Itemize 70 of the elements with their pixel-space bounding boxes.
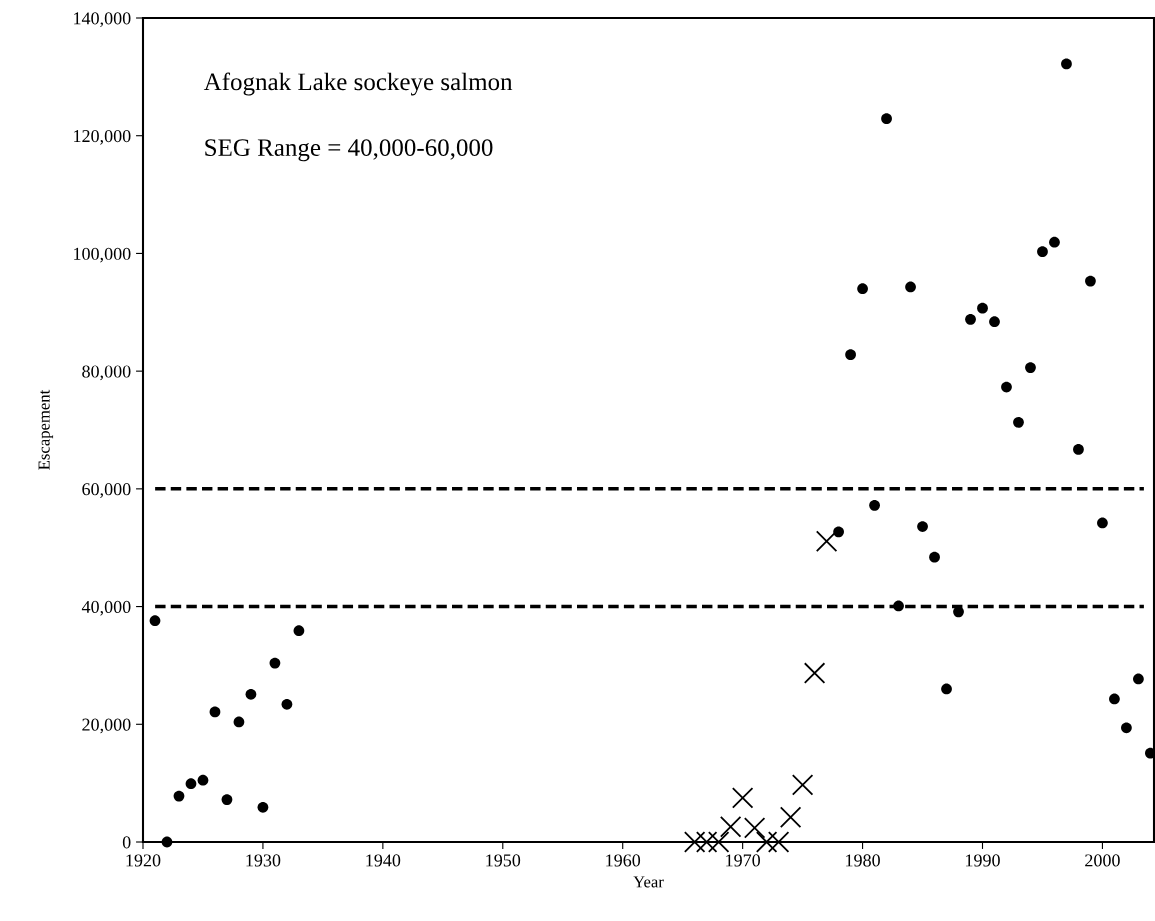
x-tick-label: 1920 — [126, 854, 161, 867]
point — [1097, 517, 1108, 529]
y-tick-label: 60,000 — [82, 483, 131, 498]
point — [1037, 246, 1048, 258]
x-tick-label: 2000 — [1085, 854, 1120, 867]
point — [197, 774, 209, 786]
point — [1109, 693, 1120, 705]
point — [1025, 362, 1036, 373]
point — [845, 349, 856, 361]
point — [233, 716, 245, 728]
point — [221, 794, 233, 805]
point — [905, 281, 916, 293]
y-axis-title: Escapement — [38, 389, 54, 470]
x-tick-label: 1970 — [726, 854, 761, 867]
point — [755, 831, 778, 853]
point — [683, 831, 706, 853]
point — [743, 817, 766, 839]
point — [269, 657, 281, 669]
x-tick-label: 1990 — [966, 854, 1000, 867]
y-tick-label: 120,000 — [74, 129, 131, 145]
point — [803, 662, 826, 684]
point — [965, 313, 976, 325]
point — [881, 113, 892, 125]
x-tick-label: 1960 — [606, 854, 641, 867]
x-tick-label: 1930 — [246, 854, 281, 867]
x-tick-label: 1980 — [846, 854, 880, 867]
point — [1001, 381, 1012, 393]
point — [1061, 58, 1072, 70]
y-tick-label: 20,000 — [82, 718, 131, 734]
x-tick-label: 1950 — [486, 854, 521, 867]
point — [209, 706, 221, 718]
x-tick-label: 1940 — [366, 854, 401, 867]
point — [767, 831, 790, 853]
point — [185, 778, 197, 790]
point — [869, 499, 880, 511]
x-axis-title: Year — [633, 876, 664, 888]
point — [1049, 236, 1060, 248]
point — [989, 316, 1000, 328]
point — [1121, 722, 1132, 734]
annotation: Afognak Lake sockeye salmon — [203, 72, 513, 96]
point — [281, 698, 293, 710]
point — [1133, 673, 1144, 685]
point — [917, 521, 928, 532]
point — [893, 600, 904, 612]
point — [1085, 275, 1096, 287]
point — [977, 302, 988, 314]
y-tick-label: 40,000 — [81, 600, 131, 616]
point — [719, 815, 742, 838]
point — [707, 831, 730, 853]
point — [929, 551, 940, 563]
annotation: SEG Range = 40,000-60,000 — [205, 139, 493, 162]
point — [149, 615, 161, 627]
point — [791, 774, 814, 796]
point — [1073, 444, 1084, 455]
point — [1013, 416, 1024, 428]
y-tick-label: 80,000 — [82, 365, 131, 381]
point — [257, 801, 269, 813]
point — [173, 790, 185, 802]
point — [161, 836, 173, 848]
y-tick-label: 100,000 — [74, 247, 131, 263]
point — [695, 831, 718, 853]
point — [779, 806, 802, 829]
y-tick-label: 140,000 — [74, 12, 131, 28]
point — [293, 625, 305, 637]
point — [731, 787, 754, 809]
point — [245, 688, 257, 700]
point — [857, 283, 868, 295]
y-tick-label: 0 — [122, 836, 131, 849]
point — [941, 683, 952, 695]
point — [815, 530, 838, 552]
